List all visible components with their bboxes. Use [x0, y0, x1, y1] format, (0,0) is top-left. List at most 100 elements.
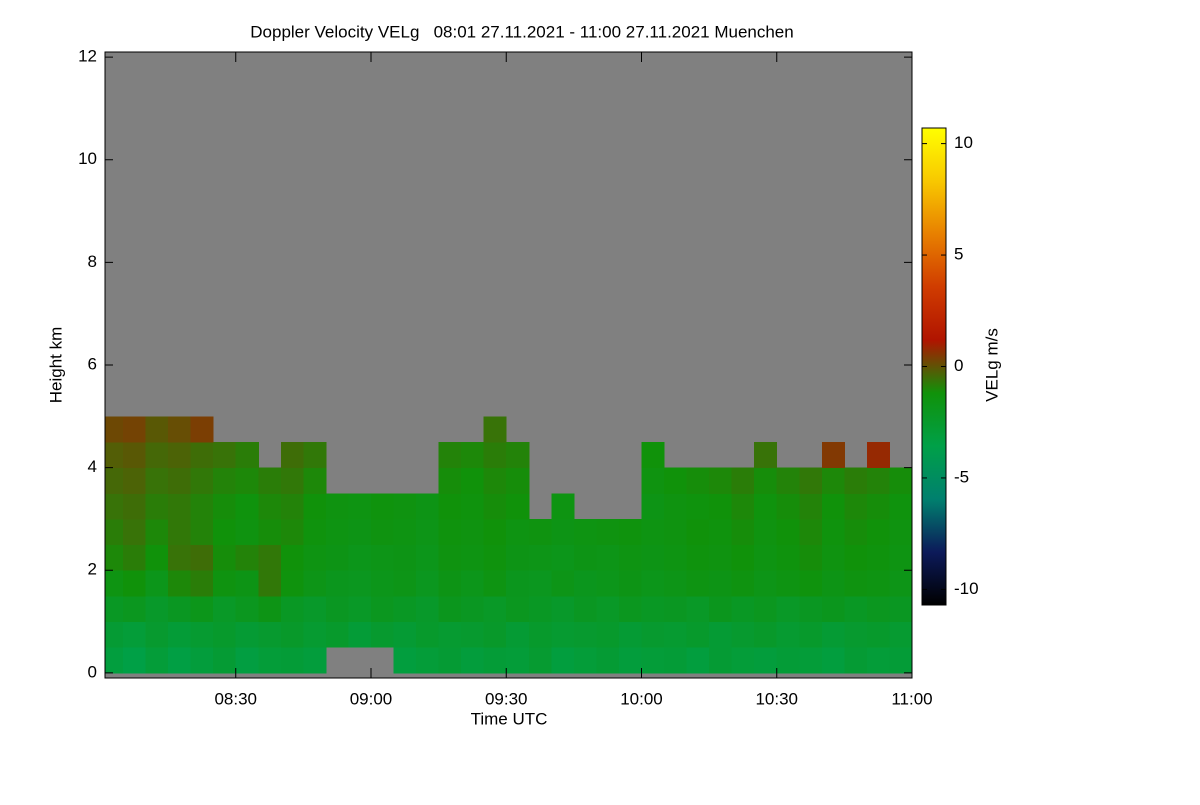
heatmap-cell [731, 570, 755, 597]
heatmap-cell [235, 518, 259, 546]
heatmap-cell [370, 493, 395, 520]
heatmap-cell [461, 441, 485, 469]
heatmap-cell [258, 493, 282, 520]
heatmap-cell [235, 441, 259, 469]
heatmap-cell [776, 647, 800, 674]
heatmap-cell [754, 518, 778, 546]
heatmap-cell [506, 467, 530, 494]
heatmap-cell [754, 621, 778, 648]
heatmap-cell [709, 621, 733, 648]
heatmap-cell [821, 441, 845, 469]
colorbar-tick-label: -5 [954, 467, 969, 486]
heatmap-cell [506, 441, 530, 469]
heatmap-cell [123, 647, 147, 674]
heatmap-cell [123, 441, 147, 469]
heatmap-cell [799, 518, 823, 546]
heatmap-cell [799, 493, 823, 520]
heatmap-cell [190, 416, 214, 443]
heatmap-cell [258, 467, 282, 494]
heatmap-cell [731, 467, 755, 494]
x-tick-label: 10:30 [755, 689, 798, 708]
heatmap-cell [754, 467, 778, 494]
y-tick-label: 12 [78, 47, 97, 66]
heatmap-cell [866, 518, 890, 546]
heatmap-cell [105, 467, 124, 494]
heatmap-cell [235, 595, 259, 623]
heatmap-cell [438, 595, 462, 623]
heatmap-cell [686, 570, 710, 597]
heatmap-cell [551, 647, 575, 674]
heatmap-cell [325, 493, 349, 520]
heatmap-cell [303, 647, 327, 674]
heatmap-cell [393, 595, 417, 623]
heatmap-cell [280, 441, 304, 469]
heatmap-cell [348, 544, 372, 571]
x-tick-label: 08:30 [214, 689, 257, 708]
heatmap-cell [889, 518, 912, 546]
heatmap-cell [145, 441, 169, 469]
heatmap-cell [731, 647, 755, 674]
heatmap-cell [844, 621, 868, 648]
heatmap-cell [709, 595, 733, 623]
heatmap-cell [709, 544, 733, 571]
heatmap-cell [325, 518, 349, 546]
heatmap-cell [506, 595, 530, 623]
heatmap-cell [416, 493, 440, 520]
heatmap-cell [731, 595, 755, 623]
heatmap-cell [528, 595, 552, 623]
heatmap-cell [686, 544, 710, 571]
heatmap-cell [258, 544, 282, 571]
heatmap-cell [664, 647, 688, 674]
heatmap-cell [618, 621, 642, 648]
heatmap-cell [754, 595, 778, 623]
heatmap-cell [145, 544, 169, 571]
heatmap-cell [213, 621, 237, 648]
heatmap-cell [844, 647, 868, 674]
heatmap-cell [506, 493, 530, 520]
heatmap-cell [618, 647, 642, 674]
heatmap-cell [105, 493, 124, 520]
heatmap-cell [348, 621, 372, 648]
heatmap-cell [145, 467, 169, 494]
heatmap-cell [416, 518, 440, 546]
y-axis-label: Height km [46, 327, 65, 404]
heatmap-cell [168, 621, 192, 648]
heatmap-cell [573, 621, 597, 648]
heatmap-cell [213, 441, 237, 469]
heatmap-cell [370, 544, 395, 571]
heatmap-cell [370, 570, 395, 597]
heatmap-cell [889, 544, 912, 571]
heatmap-cell [258, 570, 282, 597]
heatmap-cell [844, 493, 868, 520]
heatmap-cell [393, 518, 417, 546]
heatmap-cell [754, 570, 778, 597]
heatmap-cell [844, 570, 868, 597]
heatmap-cell [573, 570, 597, 597]
heatmap-cell [416, 621, 440, 648]
heatmap-cell [235, 467, 259, 494]
heatmap-cell [461, 493, 485, 520]
heatmap-cell [145, 570, 169, 597]
heatmap-cell [821, 493, 845, 520]
heatmap-cell [573, 647, 597, 674]
heatmap-cell [280, 518, 304, 546]
heatmap-cell [303, 441, 327, 469]
y-tick-label: 4 [88, 457, 97, 476]
heatmap-cell [303, 518, 327, 546]
heatmap-cell [799, 621, 823, 648]
heatmap-cell [235, 647, 259, 674]
heatmap-cell [618, 518, 642, 546]
heatmap-cell [776, 544, 800, 571]
heatmap-cell [889, 595, 912, 623]
heatmap-cell [461, 570, 485, 597]
heatmap-cell [190, 570, 214, 597]
heatmap-cell [393, 647, 417, 674]
heatmap-cell [551, 544, 575, 571]
heatmap-cell [754, 544, 778, 571]
heatmap-cell [844, 518, 868, 546]
heatmap-cell [438, 518, 462, 546]
heatmap-cell [393, 570, 417, 597]
heatmap-cell [866, 595, 890, 623]
heatmap-cell [596, 544, 620, 571]
heatmap-cell [483, 595, 507, 623]
